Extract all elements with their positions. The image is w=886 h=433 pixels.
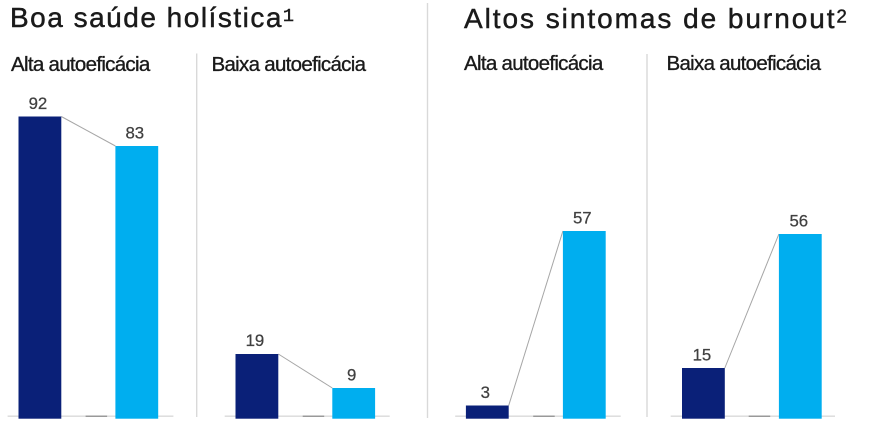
svg-text:Baixa autoeficácia: Baixa autoeficácia bbox=[212, 53, 367, 76]
svg-text:56: 56 bbox=[789, 212, 808, 231]
svg-text:3: 3 bbox=[481, 383, 490, 402]
svg-text:Alta autoeficácia: Alta autoeficácia bbox=[11, 53, 151, 76]
svg-text:83: 83 bbox=[125, 124, 144, 143]
svg-text:Alta autoeficácia: Alta autoeficácia bbox=[464, 52, 604, 75]
svg-text:15: 15 bbox=[693, 346, 712, 365]
svg-text:92: 92 bbox=[29, 94, 48, 113]
svg-text:19: 19 bbox=[246, 331, 265, 350]
svg-text:Baixa autoeficácia: Baixa autoeficácia bbox=[667, 52, 822, 75]
svg-text:57: 57 bbox=[573, 209, 592, 228]
svg-text:Altos sintomas de burnout2: Altos sintomas de burnout2 bbox=[464, 3, 847, 34]
svg-text:9: 9 bbox=[347, 366, 356, 385]
svg-text:Boa saúde holística1: Boa saúde holística1 bbox=[10, 2, 294, 33]
